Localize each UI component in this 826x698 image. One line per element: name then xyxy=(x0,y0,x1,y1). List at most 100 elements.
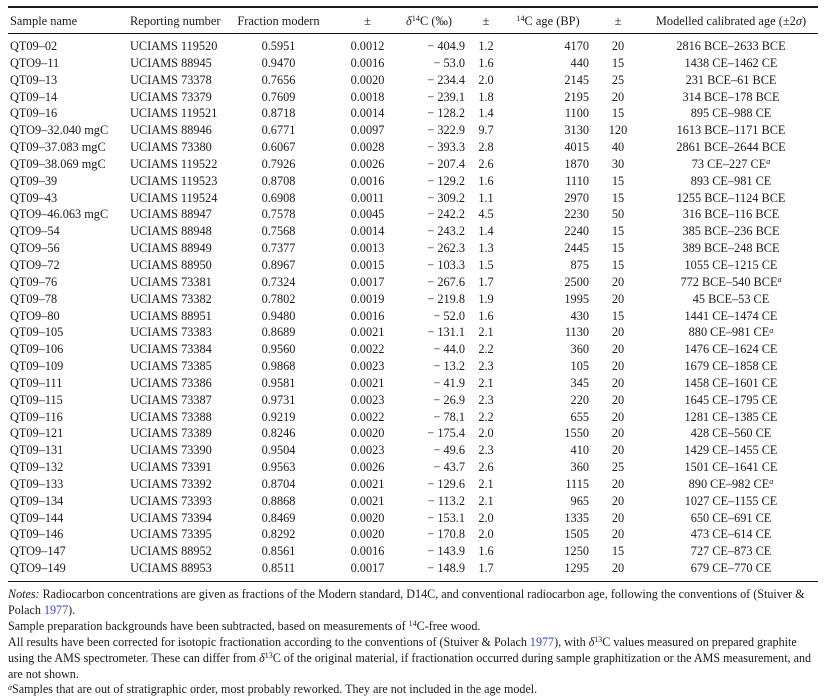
cell-fm: 0.8689 xyxy=(261,325,296,340)
table-row: QT09–144 UCIAMS 73394 0.8469 0.0020 − 153.1 2… xyxy=(8,510,818,527)
cell-report: UCIAMS 73388 xyxy=(130,409,212,424)
cell-fm: 0.8292 xyxy=(261,527,296,542)
table-body: QT09–02 UCIAMS 119520 0.5951 0.0012 − 404.9 1… xyxy=(8,34,818,583)
cell-age: 2240 xyxy=(564,224,589,239)
cell-d14c: − 52.0 xyxy=(433,308,465,323)
cell-d14c: − 49.6 xyxy=(433,443,465,458)
cell-fm: 0.6067 xyxy=(261,140,296,155)
cell-age_err: 20 xyxy=(611,342,625,357)
cell-d14c: − 131.1 xyxy=(427,325,465,340)
cell-report: UCIAMS 73386 xyxy=(130,375,212,390)
cell-report: UCIAMS 88946 xyxy=(130,123,212,138)
cell-report: UCIAMS 88952 xyxy=(130,544,212,559)
cell-age: 3130 xyxy=(564,123,589,138)
cell-fm: 0.9581 xyxy=(261,375,296,390)
cell-cal: 385 BCE–236 BCE xyxy=(682,224,780,239)
citation-link[interactable]: 1977 xyxy=(529,634,555,649)
cell-d14c: − 175.4 xyxy=(427,426,465,441)
cell-d14c_err: 1.7 xyxy=(478,274,494,289)
cell-cal: 2816 BCE–2633 BCE xyxy=(676,39,786,53)
cell-fm_err: 0.0016 xyxy=(350,173,385,188)
table-row: QT09–16 UCIAMS 119521 0.8718 0.0014 − 128.2 1… xyxy=(8,105,818,122)
text-segment: ), with xyxy=(554,634,589,649)
cell-sample: QT09–106 xyxy=(10,342,64,357)
out-of-order-footnote-marker: a xyxy=(769,477,774,487)
cell-report: UCIAMS 73389 xyxy=(130,426,212,441)
cell-fm_err: 0.0020 xyxy=(350,510,385,525)
out-of-order-footnote-marker: a xyxy=(766,157,771,167)
text-segment: C-free wood. xyxy=(416,618,481,633)
cell-fm: 0.7926 xyxy=(261,156,296,171)
cell-sample: QT09–111 xyxy=(10,375,63,390)
table-row: QTO9–11 UCIAMS 88945 0.9470 0.0016 − 53.0 1.6… xyxy=(8,55,818,72)
cell-d14c_err: 2.0 xyxy=(478,72,494,87)
text-segment: C (‰) xyxy=(419,14,452,28)
cell-report: UCIAMS 88953 xyxy=(130,560,212,583)
cell-d14c: − 78.1 xyxy=(433,409,465,424)
cell-age_err: 15 xyxy=(611,257,625,272)
cell-cal: 316 BCE–116 BCE xyxy=(682,207,780,222)
cell-fm: 0.7377 xyxy=(261,241,296,256)
cell-fm: 0.8561 xyxy=(261,544,296,559)
cell-sample: QT09–02 xyxy=(10,39,58,53)
superscript: 14 xyxy=(408,619,417,629)
note-paragraph: aSamples that are out of stratigraphic o… xyxy=(8,682,818,698)
cell-age_err: 40 xyxy=(611,140,625,155)
cell-fm_err: 0.0021 xyxy=(350,375,385,390)
cell-age: 1550 xyxy=(564,426,589,441)
cell-cal: 73 CE–227 CEa xyxy=(691,156,771,171)
cell-fm_err: 0.0016 xyxy=(350,544,385,559)
cell-d14c_err: 2.3 xyxy=(478,443,494,458)
cell-age: 1115 xyxy=(565,476,589,491)
cell-d14c_err: 1.5 xyxy=(478,257,494,272)
note-paragraph: Notes: Radiocarbon concentrations are gi… xyxy=(8,587,818,619)
cell-d14c_err: 1.2 xyxy=(478,39,494,53)
cell-report: UCIAMS 119524 xyxy=(130,190,218,205)
cell-d14c: − 322.9 xyxy=(427,123,465,138)
cell-cal: 679 CE–770 CE xyxy=(644,560,818,583)
text-segment: Notes: xyxy=(8,587,40,601)
cell-fm: 0.6771 xyxy=(261,123,296,138)
cell-cal: 650 CE–691 CE xyxy=(690,510,772,525)
cell-fm: 0.5951 xyxy=(261,39,296,53)
cell-sample: QT09–14 xyxy=(10,89,58,104)
cell-age_err: 15 xyxy=(611,544,625,559)
table-row: QT09–37.083 mgC UCIAMS 73380 0.6067 0.0028 −… xyxy=(8,139,818,156)
cell-d14c_err: 2.0 xyxy=(478,510,494,525)
table-row: QTO9–32.040 mgC UCIAMS 88946 0.6771 0.0097 −… xyxy=(8,122,818,139)
cell-sample: QTO9–11 xyxy=(10,55,60,70)
text-segment: Sample preparation backgrounds have been… xyxy=(8,618,409,633)
text-segment: Samples that are out of stratigraphic or… xyxy=(11,682,538,697)
cell-age_err: 15 xyxy=(611,190,625,205)
table-row: QT09–106 UCIAMS 73384 0.9560 0.0022 − 44.0 2.… xyxy=(8,341,818,358)
cell-d14c_err: 1.1 xyxy=(478,190,494,205)
cell-cal: 895 CE–988 CE xyxy=(690,106,772,121)
citation-link[interactable]: 1977 xyxy=(43,602,69,617)
cell-fm_err: 0.0022 xyxy=(350,409,385,424)
cell-report: UCIAMS 88950 xyxy=(130,257,212,272)
cell-report: UCIAMS 73379 xyxy=(130,89,212,104)
table-row: QT09–105 UCIAMS 73383 0.8689 0.0021 − 131.1 2… xyxy=(8,324,818,341)
cell-fm: 0.9560 xyxy=(261,342,296,357)
cell-age: 1250 xyxy=(564,544,589,559)
cell-fm_err: 0.0020 xyxy=(350,72,385,87)
cell-sample: QT09–78 xyxy=(10,291,58,306)
cell-d14c_err: 2.1 xyxy=(478,375,494,390)
column-header-d14c_err: ± xyxy=(468,7,504,34)
cell-report: UCIAMS 73387 xyxy=(130,392,212,407)
cell-fm: 0.8469 xyxy=(261,510,296,525)
cell-report: UCIAMS 73382 xyxy=(130,291,212,306)
cell-cal: 1458 CE–1601 CE xyxy=(684,375,778,390)
table-row: QT09–13 UCIAMS 73378 0.7656 0.0020 − 234.4 2.… xyxy=(8,72,818,89)
cell-age: 1130 xyxy=(564,325,589,340)
cell-fm: 0.9731 xyxy=(261,392,296,407)
cell-age: 655 xyxy=(570,409,589,424)
cell-cal: 45 BCE–53 CE xyxy=(692,291,770,306)
cell-d14c_err: 1.6 xyxy=(478,308,494,323)
cell-sample: QT09–134 xyxy=(10,493,64,508)
column-header-report: Reporting number xyxy=(130,7,221,34)
cell-age_err: 15 xyxy=(611,308,625,323)
text-segment: ± xyxy=(614,14,622,28)
cell-age_err: 20 xyxy=(611,510,625,525)
table-row: QT09–39 UCIAMS 119523 0.8708 0.0016 − 129.2 1… xyxy=(8,173,818,190)
